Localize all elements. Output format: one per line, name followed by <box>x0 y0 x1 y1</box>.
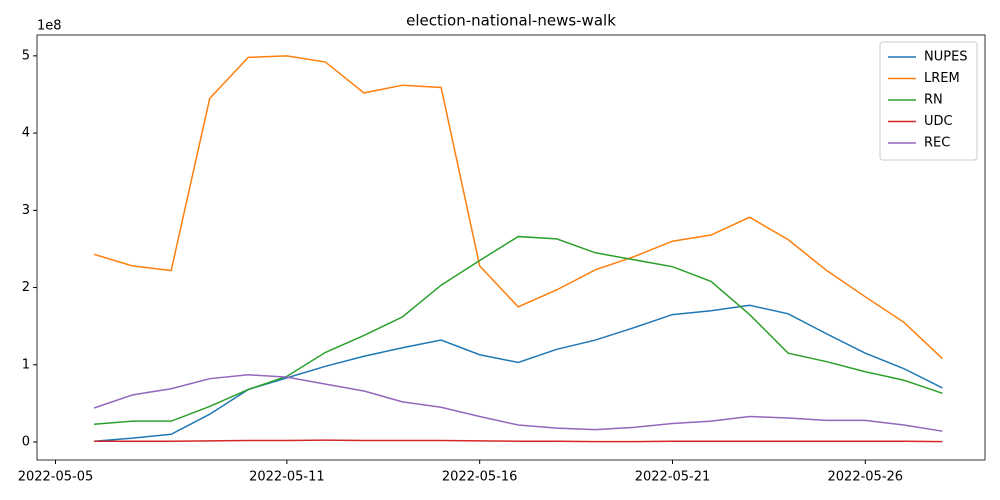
y-tick-label: 0 <box>22 435 30 450</box>
line-series <box>94 439 943 443</box>
x-tick-label: 2022-05-11 <box>249 470 325 485</box>
y-tick-label: 2 <box>22 280 30 295</box>
x-tick-label: 2022-05-16 <box>442 470 518 485</box>
plot-frame <box>36 34 986 461</box>
y-tick-label: 1 <box>22 357 30 372</box>
x-tick-label: 2022-05-26 <box>828 470 904 485</box>
y-tick-label: 4 <box>22 126 30 141</box>
legend-label: UDC <box>924 114 953 129</box>
line-series <box>93 304 943 442</box>
y-tick-label: 3 <box>22 203 30 218</box>
x-tick-label: 2022-05-05 <box>18 470 94 485</box>
legend-label: REC <box>924 136 950 151</box>
chart-title: election-national-news-walk <box>406 12 616 30</box>
line-series <box>93 55 943 360</box>
line-series <box>93 374 943 432</box>
legend-label: NUPES <box>924 50 968 65</box>
legend-label: LREM <box>924 71 960 86</box>
y-offset-label: 1e8 <box>37 19 62 34</box>
legend-box <box>879 41 978 161</box>
x-tick-label: 2022-05-21 <box>635 470 711 485</box>
y-tick-label: 5 <box>22 48 30 63</box>
line-series <box>93 235 943 425</box>
legend-label: RN <box>924 93 943 108</box>
